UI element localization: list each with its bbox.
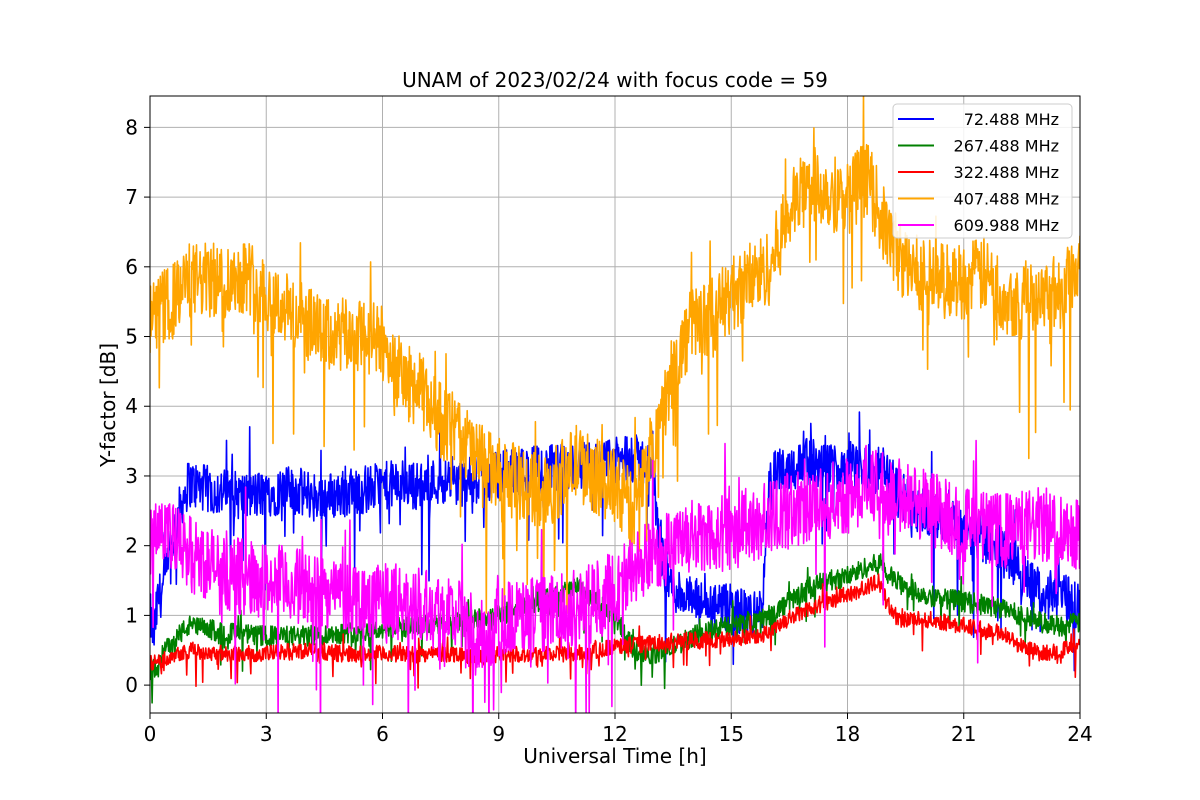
x-tick-label: 12 [602,722,627,746]
series-line [150,573,1080,689]
series-line [150,411,1080,672]
x-tick-label: 18 [835,722,860,746]
x-axis-label: Universal Time [h] [523,744,706,768]
y-tick-label: 6 [125,255,138,279]
x-tick-label: 15 [719,722,744,746]
x-tick-label: 0 [144,722,157,746]
series-line [150,439,1080,713]
series-layer [150,96,1080,713]
legend-label: 322.488 MHz [954,163,1059,182]
legend-label: 407.488 MHz [954,190,1059,209]
y-tick-label: 8 [125,115,138,139]
y-tick-label: 1 [125,603,138,627]
y-axis: 0 1 2 3 4 5 6 7 8 [125,115,150,697]
legend-label: 72.488 MHz [964,110,1059,129]
legend-label: 267.488 MHz [954,137,1059,156]
y-tick-label: 2 [125,534,138,558]
x-axis: 0 3 6 9 12 15 18 21 24 [144,713,1093,746]
y-tick-label: 7 [125,185,138,209]
chart-title: UNAM of 2023/02/24 with focus code = 59 [402,68,828,92]
y-tick-label: 5 [125,325,138,349]
y-tick-label: 0 [125,673,138,697]
y-tick-label: 3 [125,464,138,488]
legend-label: 609.988 MHz [954,216,1059,235]
x-tick-label: 21 [951,722,976,746]
series-line [150,96,1080,615]
x-tick-label: 6 [376,722,389,746]
legend-frame [892,103,1073,239]
y-tick-label: 4 [125,394,138,418]
x-tick-label: 3 [260,722,273,746]
series-line [150,547,1080,704]
x-tick-label: 24 [1067,722,1092,746]
legend: 72.488 MHz 267.488 MHz 322.488 MHz 407.488 … [892,103,1073,239]
y-axis-label: Y-factor [dB] [96,343,120,468]
x-tick-label: 9 [492,722,505,746]
